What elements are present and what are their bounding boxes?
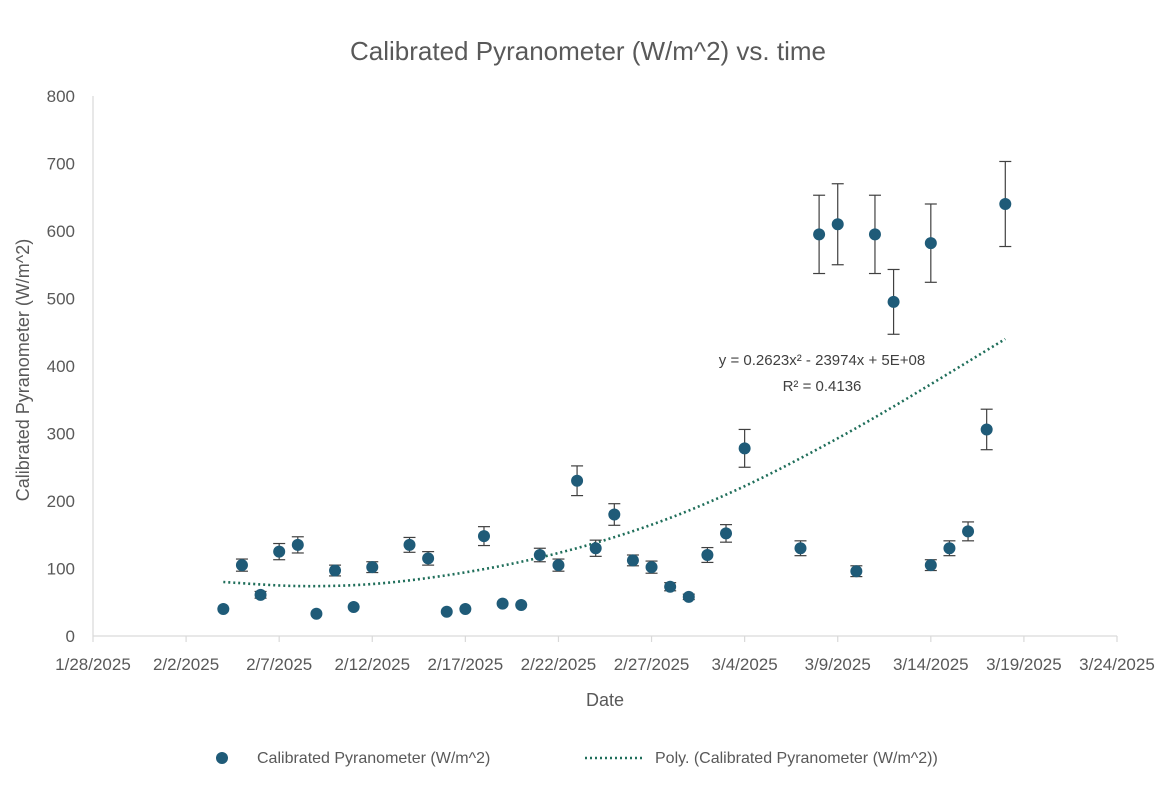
y-tick-label: 0 <box>66 627 75 646</box>
y-tick-label: 400 <box>47 357 75 376</box>
data-point <box>552 559 565 572</box>
data-point <box>608 508 621 521</box>
data-point <box>664 580 677 593</box>
x-axis-label: Date <box>586 690 624 710</box>
data-point <box>496 597 509 610</box>
x-tick-label: 2/27/2025 <box>614 655 690 674</box>
y-tick-label: 700 <box>47 155 75 174</box>
data-point <box>794 542 807 555</box>
y-tick-label: 100 <box>47 560 75 579</box>
data-point <box>422 552 435 565</box>
x-tick-label: 3/4/2025 <box>712 655 778 674</box>
data-point <box>831 218 844 231</box>
x-tick-label: 2/22/2025 <box>521 655 597 674</box>
data-point <box>217 603 230 615</box>
data-point <box>366 561 379 574</box>
data-point <box>254 588 267 601</box>
data-point <box>645 561 658 574</box>
y-axis-label: Calibrated Pyranometer (W/m^2) <box>13 239 33 502</box>
data-point <box>962 525 975 538</box>
data-point <box>924 237 937 250</box>
data-point <box>310 607 323 620</box>
x-tick-label: 3/24/2025 <box>1079 655 1155 674</box>
data-point <box>626 554 639 567</box>
data-point <box>738 442 751 455</box>
y-tick-label: 300 <box>47 425 75 444</box>
data-points <box>217 198 1012 620</box>
data-point <box>589 542 602 555</box>
chart-title: Calibrated Pyranometer (W/m^2) vs. time <box>350 36 826 66</box>
data-point <box>682 590 695 603</box>
data-point <box>515 598 528 611</box>
y-tick-label: 500 <box>47 290 75 309</box>
y-axis-ticks: 0 100 200 300 400 500 600 700 800 <box>47 87 75 646</box>
data-point <box>850 565 863 578</box>
x-tick-label: 2/12/2025 <box>334 655 410 674</box>
data-point <box>924 559 937 572</box>
x-tick-label: 3/9/2025 <box>805 655 871 674</box>
legend: Calibrated Pyranometer (W/m^2) Poly. (Ca… <box>216 750 938 767</box>
x-tick-label: 1/28/2025 <box>55 655 131 674</box>
trendline-equation: y = 0.2623x² - 23974x + 5E+08 <box>719 352 925 369</box>
x-tick-label: 3/14/2025 <box>893 655 969 674</box>
data-point <box>477 530 490 543</box>
legend-label-scatter: Calibrated Pyranometer (W/m^2) <box>257 750 490 767</box>
data-point <box>887 295 900 308</box>
data-point <box>980 423 993 436</box>
data-point <box>235 559 248 572</box>
x-tick-label: 2/17/2025 <box>428 655 504 674</box>
data-point <box>701 549 714 561</box>
data-point <box>533 549 546 561</box>
legend-label-trendline: Poly. (Calibrated Pyranometer (W/m^2)) <box>655 750 938 767</box>
x-tick-label: 2/2/2025 <box>153 655 219 674</box>
y-tick-label: 200 <box>47 492 75 511</box>
x-tick-label: 3/19/2025 <box>986 655 1062 674</box>
data-point <box>291 538 304 551</box>
data-point <box>347 600 360 613</box>
data-point <box>329 564 342 577</box>
trendline-r-squared: R² = 0.4136 <box>783 378 862 395</box>
data-point <box>273 545 286 558</box>
data-point <box>459 603 472 615</box>
x-axis-ticks: 1/28/2025 2/2/2025 2/7/2025 2/12/2025 2/17/2… <box>55 636 1155 674</box>
data-point <box>571 474 584 487</box>
data-point <box>868 228 881 241</box>
data-point <box>943 542 956 555</box>
legend-marker-scatter <box>216 752 228 764</box>
data-point <box>999 198 1012 210</box>
y-tick-label: 600 <box>47 222 75 241</box>
data-point <box>403 538 416 551</box>
trendline-series <box>223 337 1006 588</box>
data-point <box>440 605 453 618</box>
data-point <box>813 228 826 241</box>
y-tick-label: 800 <box>47 87 75 106</box>
data-point <box>720 527 733 540</box>
x-tick-label: 2/7/2025 <box>246 655 312 674</box>
